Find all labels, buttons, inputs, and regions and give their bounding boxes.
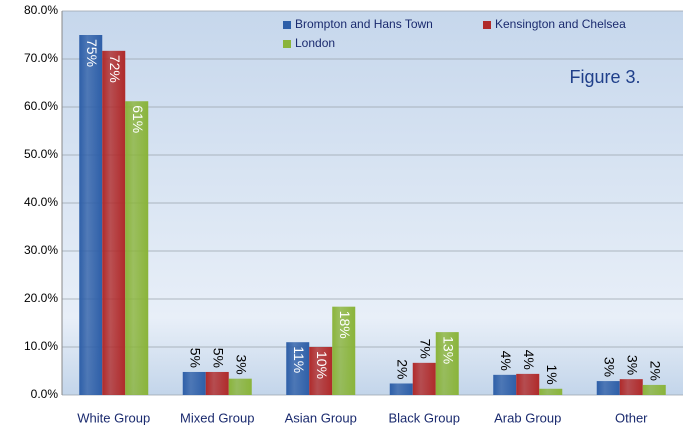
- data-label: 3%: [625, 355, 641, 375]
- data-label: 61%: [130, 105, 146, 133]
- legend-swatch: [483, 21, 491, 29]
- bar: [332, 306, 356, 395]
- legend-swatch: [283, 21, 291, 29]
- data-label: 3%: [234, 354, 250, 374]
- data-label: 4%: [521, 350, 537, 370]
- bar: [493, 374, 517, 395]
- y-tick-label: 40.0%: [24, 195, 58, 209]
- data-label: 1%: [544, 365, 560, 385]
- data-label: 72%: [107, 55, 123, 83]
- y-tick-label: 80.0%: [24, 3, 58, 17]
- x-tick-label: Asian Group: [285, 410, 357, 425]
- data-label: 2%: [395, 359, 411, 379]
- data-label: 13%: [441, 336, 457, 364]
- data-label: 18%: [337, 311, 353, 339]
- bar: [125, 101, 149, 396]
- bar: [102, 50, 126, 396]
- data-label: 75%: [84, 39, 100, 67]
- data-label: 3%: [602, 357, 618, 377]
- bar: [516, 373, 540, 395]
- data-label: 10%: [314, 351, 330, 379]
- annotation: Figure 3.: [569, 67, 640, 87]
- y-tick-label: 30.0%: [24, 243, 58, 257]
- bar: [539, 388, 563, 395]
- bar: [389, 383, 413, 395]
- bar: [286, 342, 310, 395]
- legend-label: London: [295, 36, 335, 50]
- x-tick-label: Arab Group: [494, 410, 561, 425]
- bar: [309, 347, 333, 395]
- data-label: 7%: [418, 339, 434, 359]
- bar: [642, 384, 666, 395]
- data-label: 4%: [498, 351, 514, 371]
- bar: [619, 379, 643, 395]
- y-tick-label: 0.0%: [31, 387, 59, 401]
- x-tick-label: Mixed Group: [180, 410, 254, 425]
- y-tick-label: 70.0%: [24, 51, 58, 65]
- bar: [412, 362, 436, 395]
- legend-label: Kensington and Chelsea: [495, 17, 626, 31]
- bar: [182, 371, 206, 395]
- y-tick-label: 20.0%: [24, 291, 58, 305]
- y-tick-label: 50.0%: [24, 147, 58, 161]
- x-tick-label: Other: [615, 410, 648, 425]
- bar: [205, 371, 229, 395]
- bar: [435, 332, 459, 395]
- y-tick-label: 60.0%: [24, 99, 58, 113]
- data-label: 2%: [648, 361, 664, 381]
- bar: [596, 381, 620, 395]
- data-label: 11%: [291, 346, 307, 373]
- x-tick-label: Black Group: [388, 410, 460, 425]
- legend-label: Brompton and Hans Town: [295, 17, 433, 31]
- bar: [79, 35, 103, 395]
- x-tick-label: White Group: [77, 410, 150, 425]
- bar: [228, 378, 252, 395]
- data-label: 5%: [188, 348, 204, 368]
- y-tick-label: 10.0%: [24, 339, 58, 353]
- data-label: 5%: [211, 348, 227, 368]
- legend-swatch: [283, 40, 291, 48]
